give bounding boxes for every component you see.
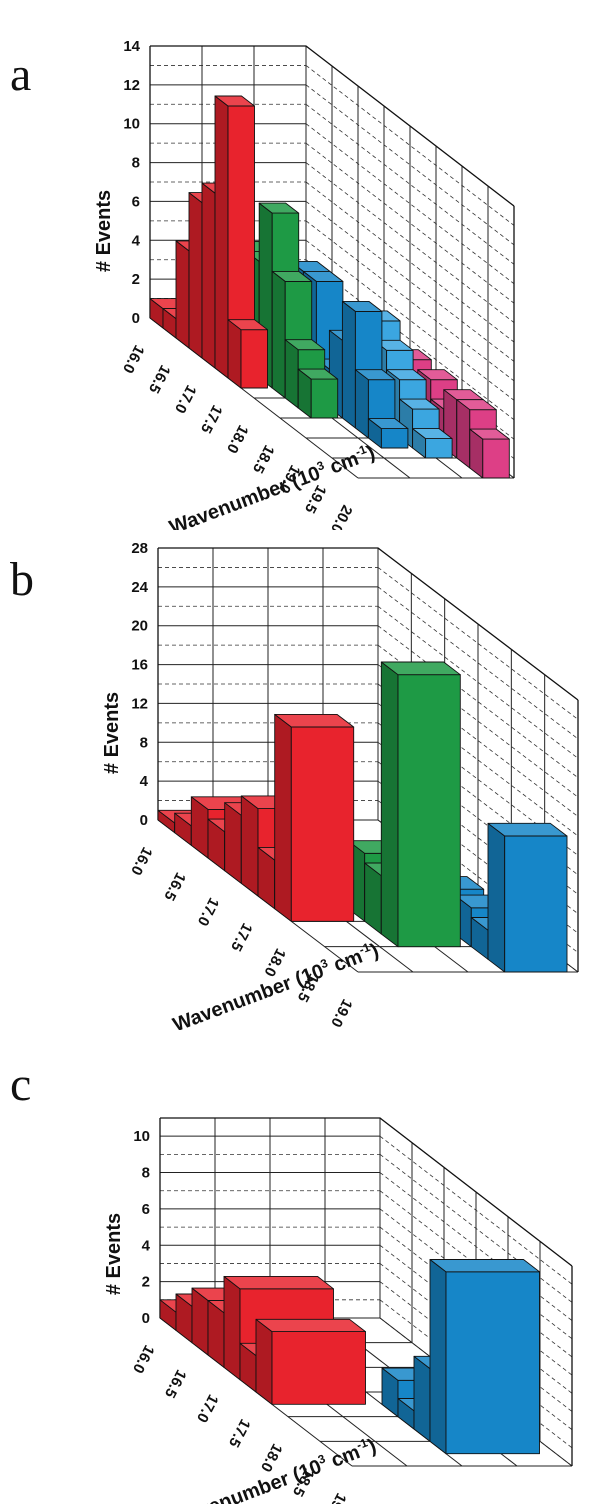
y-tick-label: 12 [131, 695, 148, 712]
y-tick-label: 2 [142, 1274, 150, 1291]
x-tick-label: 16.5 [145, 362, 174, 396]
x-tick-label: 20.0 [327, 502, 356, 530]
x-tick-label: 17.5 [225, 1416, 254, 1450]
x-tick-label: 16.0 [127, 844, 155, 878]
panel-letter: a [10, 48, 31, 101]
bar [412, 428, 453, 459]
x-tick-label: 17.0 [171, 382, 200, 416]
x-tick-label: 17.0 [194, 895, 222, 929]
y-axis-title: # Events [101, 692, 123, 774]
y-tick-label: 20 [131, 618, 148, 635]
y-tick-label: 2 [132, 271, 140, 288]
bar [255, 1318, 366, 1405]
x-tick-label: 17.5 [197, 402, 226, 436]
bar [429, 1259, 540, 1455]
chart-panel-b: b 0 4 8 12 16 20 24 28 # Events 16.0 16.5 17.0 17.5 18… [0, 530, 599, 1030]
y-tick-label: 0 [142, 1310, 150, 1327]
bar [380, 661, 461, 948]
panel-letter: b [10, 553, 34, 606]
y-tick-label: 12 [123, 77, 140, 94]
x-tick-label: 17.5 [227, 920, 255, 954]
y-tick-label: 0 [140, 812, 148, 829]
y-tick-label: 28 [131, 540, 148, 557]
bars [149, 95, 510, 479]
y-tick-label: 0 [132, 310, 140, 327]
y-tick-label: 4 [132, 232, 141, 249]
chart-a: a 0 2 4 6 8 10 12 14 # Events 16.016.517.017.518.0… [10, 38, 515, 530]
y-tick-label: 24 [131, 579, 148, 596]
y-axis-title: # Events [93, 190, 115, 272]
x-tick-label: 19.0 [327, 996, 355, 1030]
y-tick-label: 4 [140, 773, 149, 790]
chart-panel-a: a 0 2 4 6 8 10 12 14 # Events 16.0 16.5 17.0 17.5 18.0… [0, 0, 599, 530]
y-tick-label: 10 [133, 1128, 150, 1145]
x-tick-label: 16.5 [160, 870, 188, 904]
bar [367, 418, 409, 449]
y-tick-label: 14 [123, 38, 140, 55]
y-tick-label: 4 [142, 1237, 151, 1254]
bar [274, 713, 355, 922]
panel-letter: c [10, 1058, 31, 1111]
bar [227, 319, 268, 389]
y-tick-label: 6 [132, 193, 140, 210]
chart-panel-c: c 0 2 4 6 8 10 # Events 16.0 16.5 17.0 17.5 18.0 18.5… [0, 1030, 599, 1504]
bar [297, 368, 339, 419]
y-tick-label: 8 [140, 734, 148, 751]
y-tick-label: 16 [131, 657, 148, 674]
x-tick-label: 18.5 [249, 442, 278, 476]
bars [157, 661, 568, 973]
bar [214, 95, 255, 379]
bars [159, 1259, 540, 1455]
x-tick-label: 17.0 [193, 1391, 222, 1425]
x-tick-label: 19.0 [321, 1490, 350, 1504]
y-tick-label: 6 [142, 1201, 150, 1218]
bar [487, 822, 568, 973]
x-tick-label: 16.5 [161, 1367, 190, 1401]
y-axis-title: # Events [103, 1213, 125, 1295]
x-tick-label: 18.0 [223, 422, 252, 456]
y-tick-label: 10 [123, 116, 140, 133]
x-tick-label: 16.0 [119, 342, 148, 376]
y-tick-label: 8 [132, 155, 140, 172]
bar [469, 428, 510, 479]
y-tick-label: 8 [142, 1165, 150, 1182]
x-tick-label: 16.0 [129, 1342, 158, 1376]
